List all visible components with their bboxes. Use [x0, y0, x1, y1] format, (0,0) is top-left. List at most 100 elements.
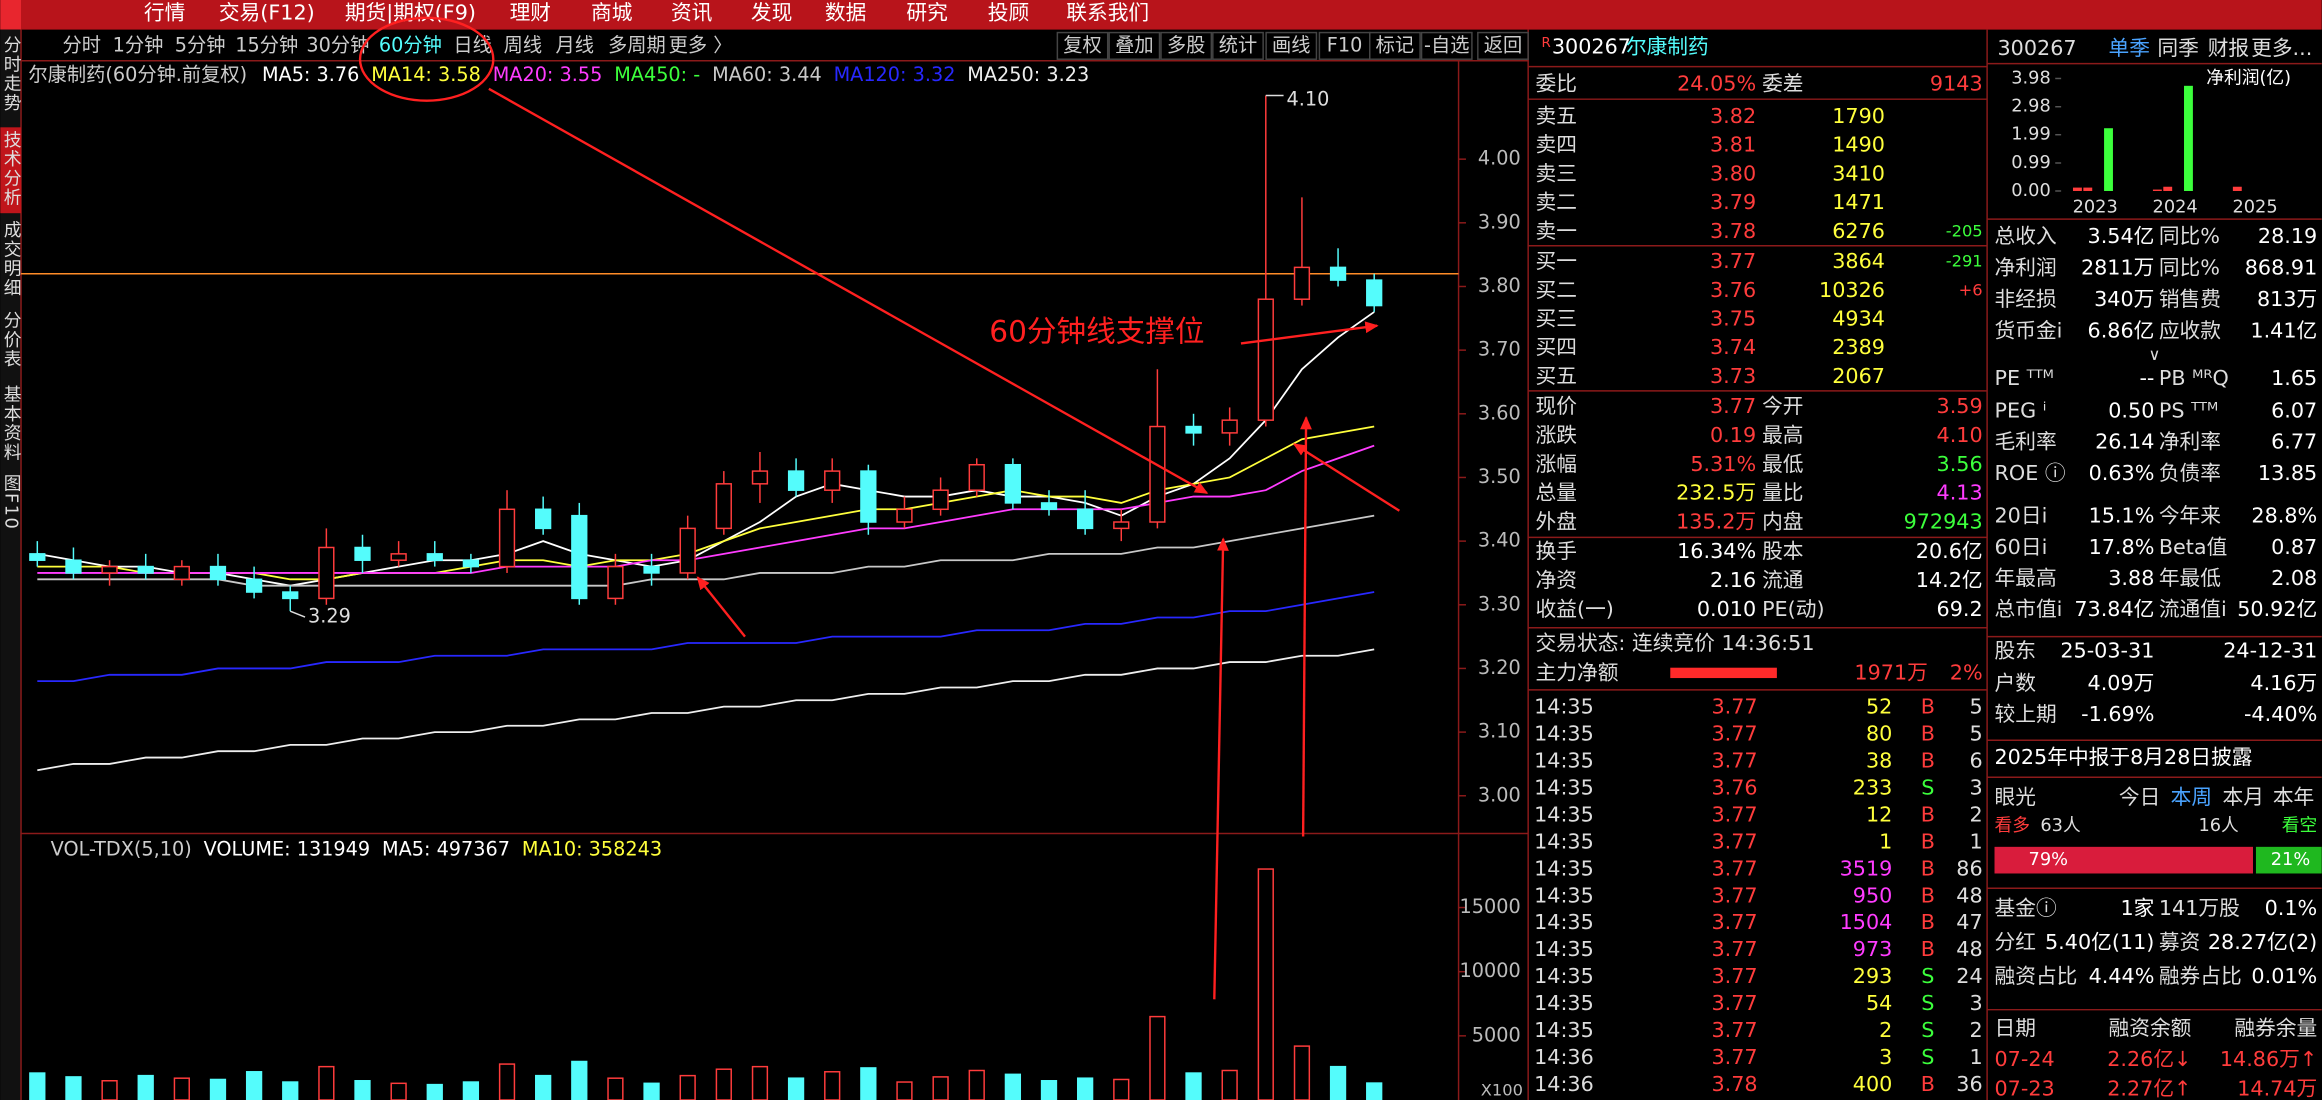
- label: 26.14: [2095, 430, 2154, 454]
- y-tick-label: 10000: [1460, 959, 1521, 982]
- legend-entry: MA60: 3.44: [712, 63, 822, 86]
- tab[interactable]: 财报: [2208, 36, 2249, 60]
- label: 14.2亿: [1916, 568, 1983, 592]
- trade-price: 3.77: [1711, 991, 1757, 1015]
- bull-bar: [1994, 846, 2253, 874]
- sidebar-tab[interactable]: 图F10: [1, 474, 21, 530]
- trade-side: B: [1921, 910, 1935, 934]
- sidebar-tab[interactable]: 技术分析: [1, 130, 22, 207]
- candle-body: [679, 527, 696, 574]
- period-tab[interactable]: 15分钟: [235, 33, 298, 56]
- label: 24-12-31: [2223, 638, 2317, 662]
- sidebar-tab[interactable]: 分时走势: [1, 35, 22, 112]
- circle-mark: [358, 16, 495, 102]
- status: 交易状态: 连续竞价 14:36:51: [1536, 631, 1815, 655]
- tool-button[interactable]: 叠加: [1115, 33, 1153, 56]
- label[interactable]: 本年: [2273, 785, 2314, 809]
- period-tab[interactable]: 分时: [62, 33, 100, 56]
- label: 1家: [2120, 896, 2154, 920]
- label: 2811万: [2081, 255, 2154, 279]
- menu-item[interactable]: 联系我们: [1066, 0, 1149, 24]
- period-tab[interactable]: 更多 〉: [669, 33, 733, 56]
- tool-button[interactable]: 复权: [1063, 33, 1101, 56]
- trade-price: 3.77: [1711, 722, 1757, 746]
- tool-button[interactable]: 标记: [1376, 33, 1414, 56]
- label: 14.86万↑: [2220, 1047, 2317, 1071]
- menu-item[interactable]: 交易(F12): [219, 0, 315, 24]
- tool-button[interactable]: 多股: [1167, 33, 1205, 56]
- tab[interactable]: 同季: [2157, 36, 2198, 60]
- candle-body: [968, 463, 985, 491]
- y-tick-label: 5000: [1472, 1023, 1521, 1046]
- label: 60日i: [1995, 535, 2048, 559]
- menu-item[interactable]: 商城: [591, 0, 633, 24]
- sidebar-tab[interactable]: 成交明细: [1, 220, 22, 297]
- menu-item[interactable]: 数据: [825, 0, 866, 24]
- tool-button[interactable]: 返回: [1484, 33, 1522, 56]
- book-label: 卖二: [1536, 190, 1577, 214]
- sidebar-tab[interactable]: 基本资料: [1, 385, 22, 462]
- menu-item[interactable]: 行情: [144, 0, 185, 24]
- menu-item[interactable]: 资讯: [671, 0, 713, 24]
- label: 1971万: [1854, 661, 1927, 685]
- ma-line: [37, 591, 1375, 683]
- menu-item[interactable]: 研究: [906, 0, 947, 24]
- trade-count: 24: [1956, 964, 1982, 988]
- label: 0.50: [2108, 399, 2154, 423]
- tool-button[interactable]: -自选: [1424, 33, 1469, 56]
- label: 6.77: [2271, 430, 2317, 454]
- candle-body: [1221, 419, 1238, 434]
- period-tab[interactable]: 周线: [504, 33, 542, 56]
- volume-bar: [932, 1076, 949, 1100]
- y-tick-label: 0.99: [2011, 153, 2051, 173]
- bar: [2163, 186, 2173, 191]
- period-tab[interactable]: 多周期: [608, 33, 666, 56]
- y-tick-label: 3.40: [1478, 529, 1521, 552]
- label: 69.2: [1937, 597, 1983, 621]
- period-tab[interactable]: 月线: [555, 33, 593, 56]
- label: 3.59: [1937, 394, 1983, 418]
- trade-price: 3.77: [1711, 1018, 1757, 1042]
- sidebar-tab[interactable]: 分价表: [1, 311, 22, 369]
- tool-button[interactable]: F10: [1327, 33, 1363, 56]
- trade-time: 14:35: [1534, 937, 1594, 961]
- tab[interactable]: 更多...: [2251, 36, 2312, 60]
- trade-volume: 80: [1866, 722, 1892, 746]
- tool-button[interactable]: 画线: [1272, 33, 1310, 56]
- label: 0.010: [1697, 597, 1756, 621]
- label: 17.8%: [2089, 535, 2155, 559]
- stock-name: 尔康制药: [1626, 34, 1709, 58]
- menu-item[interactable]: 发现: [751, 0, 792, 24]
- book-volume: 2389: [1832, 335, 1885, 359]
- trade-volume: 2: [1879, 1018, 1892, 1042]
- label: 813万: [2257, 287, 2317, 311]
- volume-bar: [65, 1076, 82, 1100]
- menu-item[interactable]: 投顾: [988, 0, 1029, 24]
- label: 净资: [1536, 568, 1577, 592]
- period-tab[interactable]: 60分钟: [379, 33, 442, 56]
- tool-button: [1108, 31, 1161, 60]
- label: PE ᵀᵀᴹ: [1995, 366, 2054, 390]
- label[interactable]: 本周: [2171, 785, 2212, 809]
- label[interactable]: 今日: [2119, 785, 2160, 809]
- trade-time: 14:35: [1534, 695, 1594, 719]
- candle-body: [426, 553, 443, 561]
- volume-bar: [607, 1077, 624, 1100]
- label: 3.77: [1710, 394, 1756, 418]
- trade-time: 14:35: [1534, 910, 1594, 934]
- tab[interactable]: 单季: [2109, 36, 2150, 60]
- trade-time: 14:35: [1534, 856, 1594, 880]
- tool-button[interactable]: 统计: [1219, 33, 1257, 56]
- period-tab[interactable]: 日线: [453, 33, 491, 56]
- period-tab[interactable]: 30分钟: [306, 33, 369, 56]
- y-tick-label: 3.60: [1478, 401, 1521, 424]
- label[interactable]: 本月: [2223, 785, 2264, 809]
- y-tick-label: 1.99: [2011, 125, 2051, 145]
- period-tab[interactable]: 1分钟: [113, 33, 164, 56]
- period-tab[interactable]: 5分钟: [175, 33, 226, 56]
- book-price: 3.78: [1710, 219, 1756, 243]
- menu-item[interactable]: 理财: [510, 0, 551, 24]
- label: PS ᵀᵀᴹ: [2159, 399, 2218, 423]
- label: 非经损: [1995, 287, 2057, 311]
- label: 涨幅: [1536, 452, 1577, 476]
